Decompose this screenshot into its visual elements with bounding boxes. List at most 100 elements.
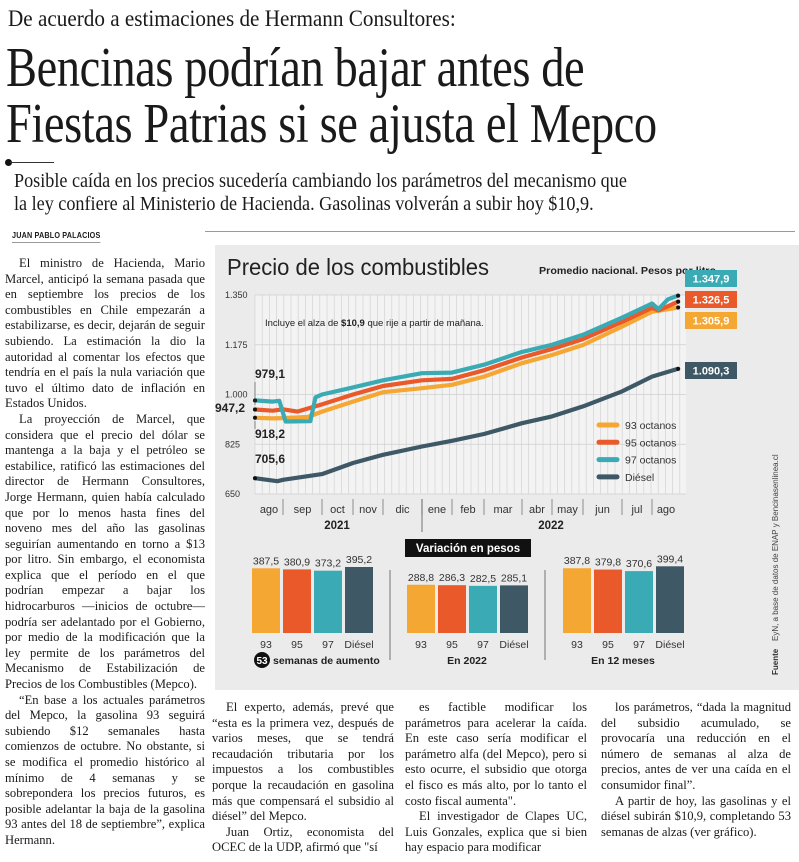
bar-diesel — [345, 567, 373, 633]
start-value-label: 979,1 — [255, 367, 285, 381]
article-column-1: El ministro de Hacienda, Mario Marcel, a… — [5, 256, 205, 849]
headline-line-1: Bencinas podrían bajar antes de — [6, 37, 585, 99]
paragraph: es factible modificar los parámetros par… — [405, 700, 587, 808]
y-tick-label: 1.000 — [225, 390, 248, 400]
x-tick-label: ene — [428, 504, 446, 516]
paragraph: A partir de hoy, las gasolinas y el diés… — [601, 793, 791, 839]
bar-g95 — [283, 569, 311, 633]
bar-category-label: 95 — [446, 639, 458, 651]
x-tick-label: ago — [260, 504, 278, 516]
end-label-box — [685, 291, 737, 308]
series-start-dot — [253, 415, 257, 420]
line-chart-plot: 1.350 1.175 1.000 825 650 ago sep oct nov dic ene f… — [215, 270, 737, 532]
source-note: Fuente EyN, a base de datos de ENAP y Be… — [771, 454, 780, 675]
legend-label: 93 octanos — [625, 420, 676, 432]
series-start-dot — [253, 407, 257, 412]
bar-category-label: 97 — [322, 639, 334, 651]
legend-label: 97 octanos — [625, 455, 676, 467]
end-value-label: 1.326,5 — [693, 295, 730, 307]
bar-category-label: Diésel — [499, 639, 528, 651]
series-end-dot — [676, 293, 681, 298]
line-chart-title: Precio de los combustibles — [227, 254, 489, 280]
y-tick-label: 1.350 — [225, 290, 248, 300]
x-tick-label: abr — [529, 504, 545, 516]
bar-group-caption: semanas de aumento — [273, 655, 380, 667]
legend-label: 95 octanos — [625, 437, 676, 449]
source-text: EyN, a base de datos de ENAP y Bencinase… — [771, 454, 780, 641]
x-tick-label: ago — [657, 504, 675, 516]
bar-value-label: 370,6 — [626, 558, 652, 570]
weeks-badge — [254, 652, 270, 668]
line-chart-subtitle: Promedio nacional. Pesos por litro. — [539, 266, 719, 277]
paragraph: El ministro de Hacienda, Mario Marcel, a… — [5, 256, 205, 411]
byline: JUAN PABLO PALACIOS — [12, 230, 101, 243]
end-value-label: 1.090,3 — [693, 366, 730, 378]
x-tick-label: sep — [294, 504, 312, 516]
deck-line-1: Posible caída en los precios sucedería c… — [14, 171, 627, 192]
source-label: Fuente — [771, 648, 780, 675]
series-start-dot — [253, 476, 257, 481]
bar-g97 — [469, 585, 497, 633]
x-tick-label: mar — [494, 504, 513, 516]
paragraph: Juan Ortiz, economista del OCEC de la UD… — [212, 824, 394, 855]
divider — [205, 231, 795, 232]
y-tick-label: 825 — [225, 439, 240, 449]
article-column-3: es factible modificar los parámetros par… — [405, 700, 587, 856]
legend-label: Diésel — [625, 472, 654, 484]
kicker: De acuerdo a estimaciones de Hermann Con… — [8, 6, 456, 31]
bar-category-label: Diésel — [655, 639, 684, 651]
end-value-label: 1.305,9 — [693, 316, 730, 328]
bar-category-label: 93 — [260, 639, 272, 651]
start-value-label: 705,6 — [255, 452, 285, 466]
article-column-4: los parámetros, “dada la magnitud del su… — [601, 700, 791, 840]
series-end-dot — [676, 366, 681, 371]
headline-line-2: Fiestas Patrias si se ajusta el Mepco — [6, 93, 657, 155]
end-value-label: 1.347,9 — [693, 274, 730, 286]
bar-g93 — [407, 584, 435, 633]
x-tick-label: nov — [359, 504, 377, 516]
bar-g97 — [314, 570, 342, 633]
bar-value-label: 379,8 — [595, 557, 621, 569]
paragraph: La proyección de Marcel, que considera q… — [5, 411, 205, 692]
y-tick-label: 1.175 — [225, 340, 248, 350]
series-line-g95 — [252, 299, 681, 414]
bar-chart-title: Variación en pesos — [416, 543, 520, 555]
bar-g93 — [563, 568, 591, 633]
bar-value-label: 285,1 — [501, 572, 527, 584]
bar-category-label: 97 — [633, 639, 645, 651]
series-line-g93 — [252, 305, 681, 421]
infographic-panel: Precio de los combustibles Promedio naci… — [215, 245, 799, 690]
rule-dot — [5, 159, 12, 166]
bar-g95 — [438, 585, 466, 633]
bar-category-label: 93 — [571, 639, 583, 651]
x-tick-label: jul — [630, 504, 642, 516]
bar-category-label: 93 — [415, 639, 427, 651]
bar-value-label: 399,4 — [657, 553, 683, 565]
deck: Posible caída en los precios sucedería c… — [14, 170, 739, 216]
x-tick-label: oct — [330, 504, 345, 516]
paragraph: El investigador de Clapes UC, Luis Gonza… — [405, 809, 587, 855]
end-label-box — [685, 362, 737, 379]
bar-g97 — [625, 571, 653, 633]
paragraph: los parámetros, “dada la magnitud del su… — [601, 700, 791, 792]
rule-line — [10, 162, 54, 163]
bar-value-label: 373,2 — [315, 558, 341, 570]
deck-line-2: la ley confiere al Ministerio de Haciend… — [14, 194, 594, 215]
bar-group-caption: En 2022 — [447, 655, 487, 667]
year-label: 2022 — [538, 520, 564, 532]
series-line-g97 — [252, 293, 681, 424]
bar-diesel — [500, 585, 528, 633]
bar-g93 — [252, 568, 280, 633]
bar-diesel — [656, 566, 684, 633]
bar-category-label: 97 — [477, 639, 489, 651]
article-column-2: El experto, además, prevé que “esta es l… — [212, 700, 394, 856]
paragraph: “En base a los actuales parámetros del M… — [5, 692, 205, 847]
bar-charts: 387,5 93 380,9 95 373,2 97 395,2 Diésel 53 semana… — [252, 553, 685, 668]
bar-value-label: 395,2 — [346, 554, 372, 566]
paragraph: El experto, además, prevé que “esta es l… — [212, 700, 394, 824]
chart-annotation: Incluye el alza de $10,9 que rije a part… — [265, 318, 484, 329]
bar-value-label: 380,9 — [284, 556, 310, 568]
start-value-label: 918,2 — [255, 427, 285, 441]
end-label-box — [685, 312, 737, 329]
bar-title-box — [405, 539, 531, 557]
